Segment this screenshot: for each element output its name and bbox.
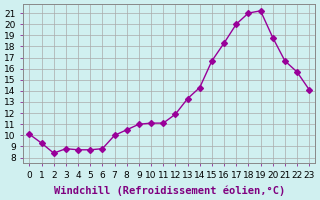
X-axis label: Windchill (Refroidissement éolien,°C): Windchill (Refroidissement éolien,°C) <box>54 185 285 196</box>
